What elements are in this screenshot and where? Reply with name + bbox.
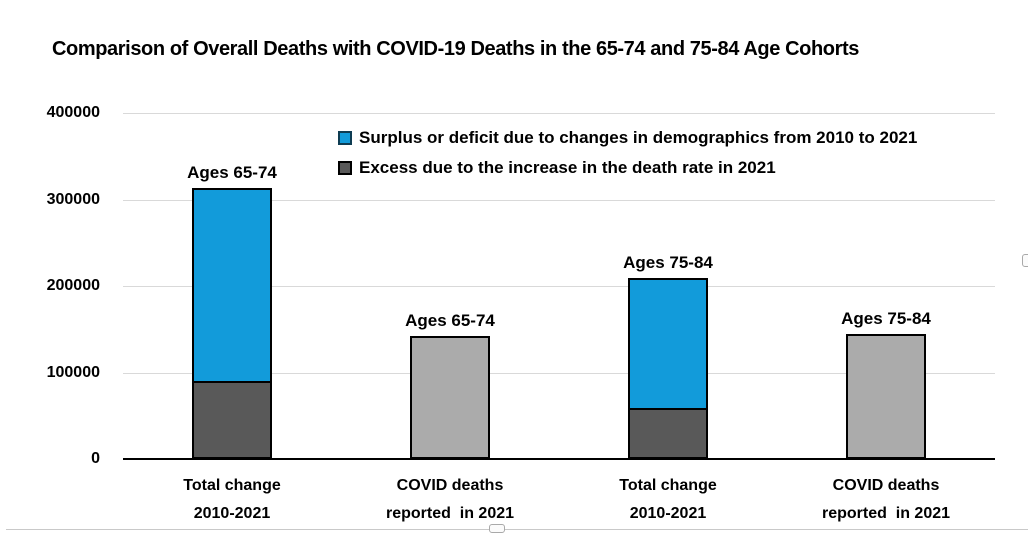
bar-group-1: Ages 65-74 — [123, 113, 341, 459]
x-axis-category-label: Total change 2010-2021 — [619, 477, 717, 522]
gridline — [123, 286, 995, 287]
bar-segment — [192, 381, 272, 459]
chart-resize-handle-bottom[interactable] — [489, 524, 505, 533]
legend-swatch — [338, 161, 352, 175]
bar-segment — [846, 333, 926, 459]
bar-segment — [628, 277, 708, 410]
legend-label: Excess due to the increase in the death … — [359, 158, 776, 177]
bar — [846, 333, 926, 459]
bar-group-2: Ages 65-74 — [341, 113, 559, 459]
bar — [192, 187, 272, 459]
chart-frame-border — [6, 529, 1028, 530]
legend-item-excess: Excess due to the increase in the death … — [338, 157, 917, 179]
legend-label: Surplus or deficit due to changes in dem… — [359, 128, 918, 147]
chart-title: Comparison of Overall Deaths with COVID-… — [52, 38, 859, 60]
bar-segment — [410, 336, 490, 459]
legend-item-surplus: Surplus or deficit due to changes in dem… — [338, 127, 917, 149]
bar-group-4: Ages 75-84 — [777, 113, 995, 459]
bar — [410, 336, 490, 459]
y-axis-tick-label: 100000 — [46, 363, 100, 381]
y-axis-tick-label: 300000 — [46, 190, 100, 208]
legend-swatch — [338, 131, 352, 145]
x-axis-labels: Total change 2010-2021 COVID deaths repor… — [123, 472, 995, 532]
bar-top-label: Ages 75-84 — [841, 308, 931, 328]
chart-legend: Surplus or deficit due to changes in dem… — [338, 127, 917, 187]
chart-resize-handle-right[interactable] — [1022, 254, 1028, 267]
x-axis-category-label: Total change 2010-2021 — [183, 477, 281, 522]
gridline — [123, 199, 995, 201]
y-axis-tick-label: 200000 — [46, 277, 100, 294]
x-axis-line — [123, 458, 995, 460]
plot-area: Ages 65-74 Ages 65-74 Ages 75-84 Ages 75-84 — [123, 113, 995, 460]
gridline — [123, 372, 995, 374]
x-axis-category-label: COVID deaths reported in 2021 — [821, 477, 951, 522]
y-axis-tick-label: 400000 — [46, 104, 100, 121]
bar — [628, 277, 708, 459]
bar-segment — [628, 407, 708, 459]
y-axis: 0 100000 200000 300000 400000 — [0, 104, 100, 467]
y-axis-tick-label: 0 — [91, 450, 100, 467]
x-axis-category-label: COVID deaths reported in 2021 — [385, 477, 515, 522]
bar-top-label: Ages 65-74 — [405, 311, 495, 331]
bar-top-label: Ages 75-84 — [623, 252, 713, 272]
bar-group-3: Ages 75-84 — [559, 113, 777, 459]
bar-top-label: Ages 65-74 — [187, 162, 277, 182]
gridline — [123, 113, 995, 114]
bar-segment — [192, 187, 272, 384]
